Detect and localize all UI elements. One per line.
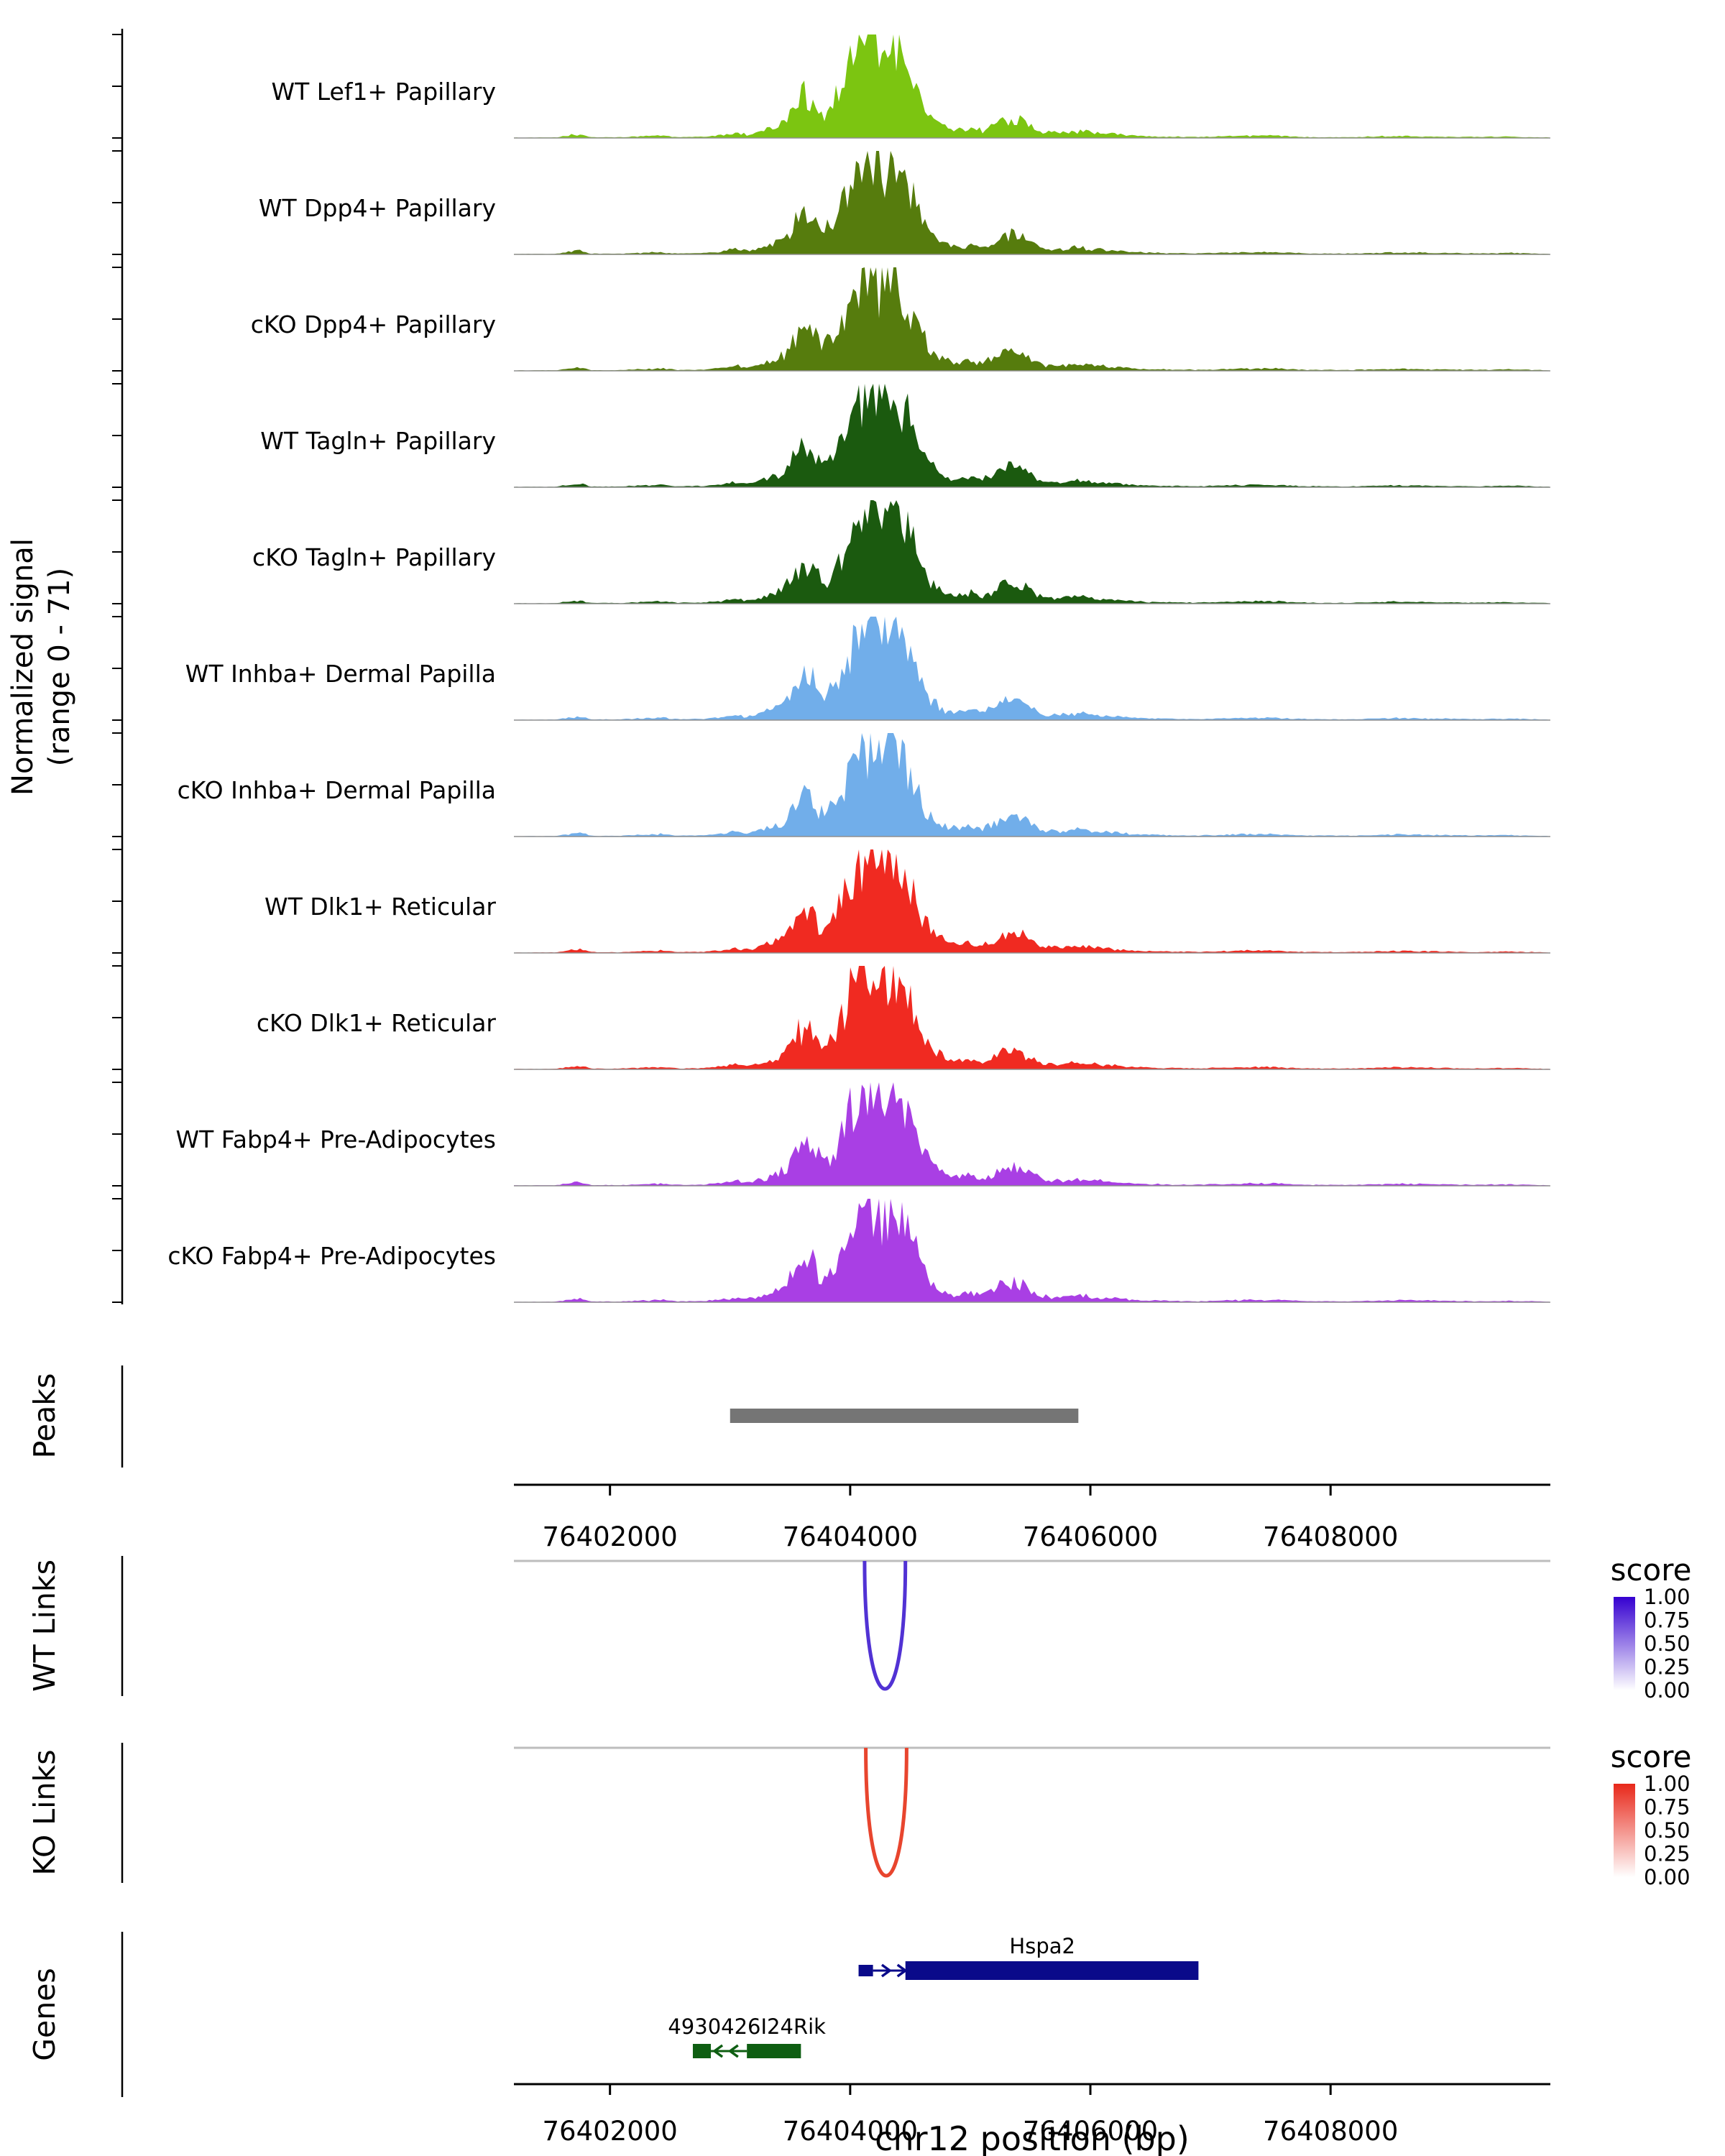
x-axis-tick-label: 76406000 [1023, 1521, 1158, 1552]
y-axis-label-line1: Normalized signal [6, 538, 40, 796]
score-legend-tick-label: 0.00 [1644, 1678, 1690, 1703]
gene-name-label: 4930426I24Rik [668, 2014, 826, 2039]
gene-strand-arrow [727, 2044, 739, 2058]
x-axis-tick-label: 76408000 [1263, 2116, 1398, 2147]
link-arc [864, 1747, 908, 1878]
x-axis-tick-label: 76406000 [1023, 2116, 1158, 2147]
peak-interval-bar [730, 1409, 1079, 1423]
gene-exon-box [858, 1965, 873, 1976]
signal-track-area [514, 1082, 1550, 1186]
score-legend-tick-label: 0.75 [1644, 1795, 1690, 1820]
score-legend-tick-label: 1.00 [1644, 1772, 1690, 1796]
ko-score-legend-title: score [1610, 1739, 1692, 1774]
signal-track-area [514, 384, 1550, 487]
wt-links-section-label: WT Links [27, 1560, 62, 1692]
track-label: WT Tagln+ Papillary [260, 427, 496, 455]
score-legend-tick-label: 0.00 [1644, 1865, 1690, 1889]
x-axis-tick-label: 76408000 [1263, 1521, 1398, 1552]
signal-track-area [514, 733, 1550, 837]
score-legend-tick-label: 1.00 [1644, 1585, 1690, 1609]
score-legend-gradient [1614, 1597, 1635, 1690]
gene-strand-arrow [880, 1963, 892, 1978]
signal-track-area [514, 34, 1550, 138]
gene-exon-box [905, 1961, 1199, 1980]
x-axis-tick-label: 76404000 [783, 2116, 918, 2147]
gene-strand-arrow [896, 1963, 908, 1978]
x-axis-tick-label: 76402000 [543, 2116, 678, 2147]
score-legend-tick-label: 0.25 [1644, 1655, 1690, 1680]
track-label: cKO Tagln+ Papillary [252, 543, 496, 571]
signal-track-area [514, 267, 1550, 371]
x-axis-title: chr12 position (bp) [875, 2119, 1190, 2156]
y-axis-label: Normalized signal (range 0 - 71) [5, 538, 78, 796]
x-axis-tick-label: 76402000 [543, 1521, 678, 1552]
gene-exon-box [747, 2044, 801, 2058]
track-label: cKO Dlk1+ Reticular [257, 1009, 497, 1037]
x-axis-tick-label: 76404000 [783, 1521, 918, 1552]
signal-track-area [514, 500, 1550, 604]
gene-exon-box [692, 2044, 712, 2058]
ko-links-section-label: KO Links [27, 1749, 62, 1876]
wt-score-legend-title: score [1610, 1552, 1692, 1588]
signal-track-area [514, 966, 1550, 1069]
peaks-section-label: Peaks [27, 1373, 62, 1459]
track-label: cKO Fabp4+ Pre-Adipocytes [167, 1242, 496, 1270]
score-legend-tick-label: 0.75 [1644, 1608, 1690, 1633]
track-label: WT Dlk1+ Reticular [264, 893, 496, 921]
track-label: WT Inhba+ Dermal Papilla [185, 660, 496, 688]
signal-track-area [514, 849, 1550, 953]
track-label: WT Lef1+ Papillary [271, 78, 496, 106]
y-axis-label-line2: (range 0 - 71) [43, 567, 76, 767]
gene-name-label: Hspa2 [1009, 1934, 1075, 1958]
track-label: WT Fabp4+ Pre-Adipocytes [176, 1125, 496, 1153]
signal-track-area [514, 151, 1550, 254]
score-legend-gradient [1614, 1784, 1635, 1877]
gene-strand-arrow [712, 2044, 724, 2058]
score-legend-tick-label: 0.50 [1644, 1818, 1690, 1843]
score-legend-tick-label: 0.50 [1644, 1631, 1690, 1656]
genes-section-label: Genes [27, 1968, 62, 2061]
signal-track-area [514, 1199, 1550, 1302]
link-arc [862, 1560, 908, 1691]
track-label: cKO Inhba+ Dermal Papilla [178, 776, 496, 804]
signal-track-area [514, 617, 1550, 720]
track-label: cKO Dpp4+ Papillary [251, 310, 496, 338]
track-label: WT Dpp4+ Papillary [259, 194, 496, 222]
score-legend-tick-label: 0.25 [1644, 1842, 1690, 1866]
